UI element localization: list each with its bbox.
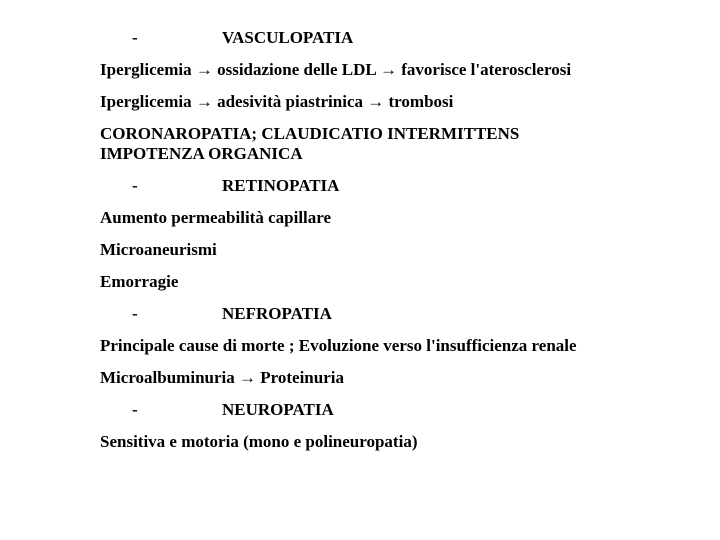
body-text: Iperglicemia → adesività piastrinica → t…	[100, 92, 670, 112]
bullet-heading: RETINOPATIA	[222, 176, 339, 196]
body-text: Principale cause di morte ; Evoluzione v…	[100, 336, 670, 356]
bullet-item: - VASCULOPATIA	[100, 28, 670, 48]
bullet-dash: -	[100, 28, 222, 48]
bullet-dash: -	[100, 400, 222, 420]
document-page: - VASCULOPATIA Iperglicemia → ossidazion…	[0, 0, 720, 484]
body-text: Aumento permeabilità capillare	[100, 208, 670, 228]
bullet-dash: -	[100, 176, 222, 196]
body-text: Microaneurismi	[100, 240, 670, 260]
bullet-item: - RETINOPATIA	[100, 176, 670, 196]
bullet-heading: NEUROPATIA	[222, 400, 334, 420]
bullet-dash: -	[100, 304, 222, 324]
bullet-item: - NEUROPATIA	[100, 400, 670, 420]
body-text: Emorragie	[100, 272, 670, 292]
body-text: CORONAROPATIA; CLAUDICATIO INTERMITTENS	[100, 124, 670, 144]
body-text: Microalbuminuria → Proteinuria	[100, 368, 670, 388]
body-text: IMPOTENZA ORGANICA	[100, 144, 670, 164]
bullet-item: - NEFROPATIA	[100, 304, 670, 324]
body-text: Iperglicemia → ossidazione delle LDL → f…	[100, 60, 670, 80]
body-text: Sensitiva e motoria (mono e polineuropat…	[100, 432, 670, 452]
bullet-heading: NEFROPATIA	[222, 304, 332, 324]
bullet-heading: VASCULOPATIA	[222, 28, 353, 48]
